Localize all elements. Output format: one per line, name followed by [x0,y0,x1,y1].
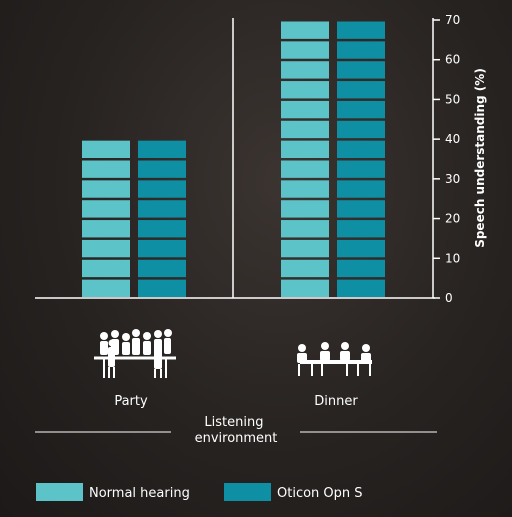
legend-label-normal-hearing: Normal hearing [89,486,190,501]
bar-segment [281,259,329,278]
y-tick-label: 70 [445,13,460,27]
bar-segment [337,259,385,278]
bar-segment [82,160,130,178]
bar-segment [337,100,385,119]
bar-segment [337,120,385,139]
bar-segment [281,100,329,119]
bar-segment [281,120,329,139]
bar-segment [281,220,329,238]
bar-segment [337,239,385,258]
bar-segment [281,279,329,297]
bar-segment [82,180,130,198]
legend-swatch-normal-hearing [36,483,83,501]
bar-segment [337,180,385,198]
bar-segment [82,220,130,238]
bar-segment [138,180,186,198]
bar-segment [337,81,385,99]
bar-segment [138,239,186,258]
bar-segment [82,200,130,218]
category-label-party: Party [114,394,148,409]
legend-swatch-oticon [224,483,271,501]
bar-segment [337,220,385,238]
bar-segment [281,41,329,59]
bar-segment [138,220,186,238]
y-tick-label: 50 [445,92,460,106]
bar-segment [82,279,130,297]
bar-dinner-oticon [337,21,385,297]
bar-segment [337,140,385,158]
bar-segment [337,279,385,297]
y-ticks-layer: 0 10 20 30 40 50 60 70 [433,13,460,305]
bar-segment [337,21,385,39]
bar-segment [281,239,329,258]
bar-segment [138,140,186,158]
bar-party-oticon [138,140,186,297]
dinner-icon [297,342,372,376]
bar-segment [281,21,329,39]
bar-segment [281,140,329,158]
y-tick-label: 10 [445,251,460,265]
bar-segment [138,160,186,178]
bar-segment [82,239,130,258]
party-icon [94,329,176,378]
category-label-dinner: Dinner [314,394,358,409]
bar-segment [337,61,385,79]
y-tick-label: 60 [445,53,460,67]
y-tick-label: 20 [445,212,460,226]
bar-segment [337,200,385,218]
axes-layer [35,18,435,299]
bar-segment [337,160,385,178]
bar-segment [281,61,329,79]
y-tick-label: 0 [445,291,453,305]
bar-segment [281,200,329,218]
bar-segment [281,180,329,198]
bar-dinner-normal-hearing [281,21,329,297]
bar-segment [281,160,329,178]
y-tick-label: 30 [445,172,460,186]
bar-segment [138,259,186,278]
x-axis-title: Listening environment [195,415,278,446]
legend-label-oticon: Oticon Opn S [277,486,363,501]
bar-segment [138,279,186,297]
bar-segment [82,259,130,278]
y-tick-label: 40 [445,132,460,146]
bar-segment [281,81,329,99]
bar-segment [82,140,130,158]
bars-layer [82,21,385,297]
bar-segment [337,41,385,59]
y-axis-title: Speech understanding (%) [473,68,487,248]
bar-party-normal-hearing [82,140,130,297]
bar-segment [138,200,186,218]
